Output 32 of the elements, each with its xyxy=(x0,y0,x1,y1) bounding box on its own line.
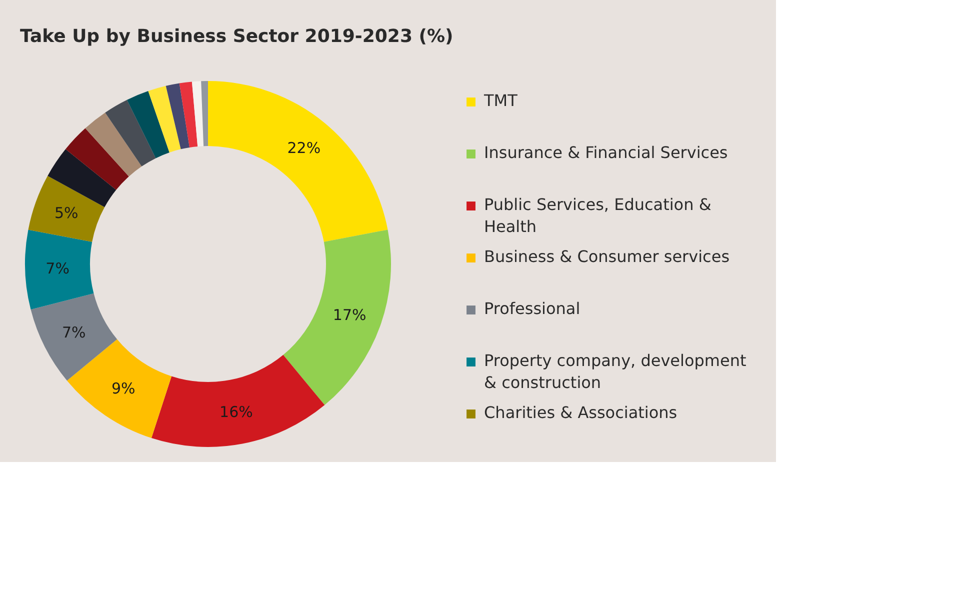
donut-slice xyxy=(66,339,172,438)
donut-slice xyxy=(30,293,118,381)
legend-label: Business & Consumer services xyxy=(484,247,730,266)
donut-slice xyxy=(25,230,94,310)
donut-slice xyxy=(48,149,116,208)
donut-slice xyxy=(166,83,190,150)
donut-slice xyxy=(208,81,388,242)
legend-label: Property company, development & construction xyxy=(484,351,746,392)
data-label: 7% xyxy=(62,323,86,342)
donut-slice xyxy=(192,81,204,146)
donut-slice xyxy=(179,82,198,148)
legend-label: Charities & Associations xyxy=(484,403,678,422)
legend-label: TMT xyxy=(483,91,518,110)
chart-title: Take Up by Business Sector 2019-2023 (%) xyxy=(20,26,454,47)
donut-slice xyxy=(201,81,208,146)
donut-slice xyxy=(283,230,391,406)
donut-slice xyxy=(85,112,142,176)
donut-slice xyxy=(28,176,105,242)
data-label: 7% xyxy=(46,260,70,278)
donut-slice xyxy=(151,354,325,447)
donut-slice xyxy=(126,91,170,158)
donut-slice xyxy=(66,128,129,190)
donut-slice xyxy=(105,100,156,166)
data-label: 9% xyxy=(112,379,136,398)
donut-slice xyxy=(148,86,181,152)
data-label: 5% xyxy=(54,204,78,222)
data-label: 16% xyxy=(220,402,253,421)
data-label: 22% xyxy=(287,139,321,158)
legend-label: Professional xyxy=(484,299,580,318)
legend-label: Insurance & Financial Services xyxy=(484,143,728,162)
legend-label: Public Services, Education & Health xyxy=(484,195,712,236)
data-label: 17% xyxy=(332,306,366,324)
